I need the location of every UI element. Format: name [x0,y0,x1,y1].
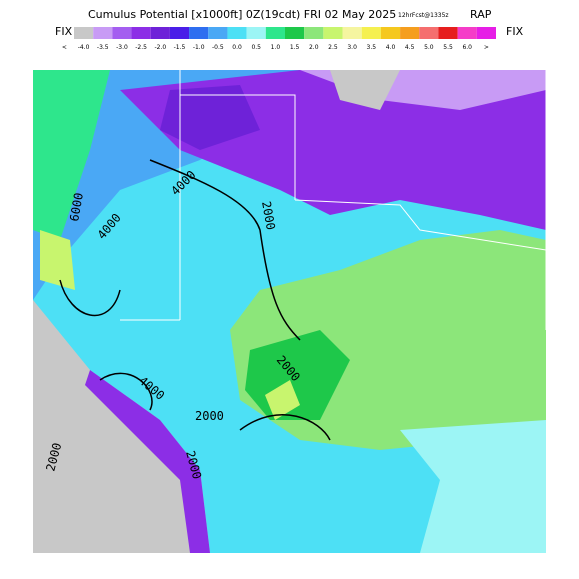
colorbar-label: 0.0 [232,44,242,51]
colorbar-label: -3.5 [97,44,109,51]
colorbar-swatch [438,27,458,39]
contours [59,159,331,441]
contour-label: 2000 [259,200,278,231]
map [33,70,547,553]
colorbar-label: -2.5 [135,44,147,51]
colorbar-label: -2.0 [154,44,166,51]
colorbar-label: 1.0 [271,44,281,51]
colorbar-swatch [380,27,401,39]
colorbar-label: 0.5 [251,44,261,51]
region-green-nw [33,70,110,240]
region-gray-north [330,70,400,110]
colorbar-label: 1.5 [290,44,300,51]
colorbar-label: 5.0 [424,44,434,51]
model-label: RAP [470,8,492,21]
colorbar-swatch [476,27,496,39]
colorbar-label: -4.0 [78,44,90,51]
contour-label: 6000 [67,192,86,223]
colorbar: < -4.0 -3.5 -3.0 -2.5 -2.0 -1.5 -1.0 -0.5 0.0 0.5 1… [62,27,496,51]
colorbar-swatch [131,27,151,39]
region-gray-sw [33,300,210,553]
colorbar-swatch [304,27,324,39]
colorbar-swatch [246,27,266,39]
fix-right: FIX [506,25,524,38]
colorbar-swatch [74,27,94,39]
region-purple-sw [85,370,210,553]
boundaries [120,70,547,330]
colorbar-label: -0.5 [212,44,224,51]
colorbar-swatch [93,27,113,39]
colorbar-swatch [285,27,305,39]
colorbar-swatch [361,27,381,39]
colorbar-swatch [189,27,209,39]
colorbar-swatch [208,27,228,39]
region-yellow-nw [40,230,75,290]
colorbar-label: 3.5 [367,44,377,51]
colorbar-swatch [169,27,190,39]
colorbar-label: 4.5 [405,44,415,51]
colorbar-label: -1.0 [193,44,205,51]
colorbar-label: 2.0 [309,44,319,51]
colorbar-swatch [457,27,477,39]
region-cyan-se [400,420,546,553]
colorbar-swatch [323,27,343,39]
forecast-label: 12hrFcst@1335z [398,12,449,19]
fix-left: FIX [55,25,73,38]
region-violet [160,85,260,150]
title: Cumulus Potential [x1000ft] 0Z(19cdt) FR… [88,8,396,21]
contour-label: 2000 [195,409,224,423]
colorbar-label: -1.5 [174,44,186,51]
colorbar-label: 3.0 [347,44,357,51]
colorbar-label: 2.5 [328,44,338,51]
region-yellow [265,380,300,420]
colorbar-label: 6.0 [462,44,472,51]
colorbar-label: -3.0 [116,44,128,51]
colorbar-swatch [150,27,170,39]
colorbar-swatch [342,27,362,39]
colorbar-label: > [484,44,489,51]
colorbar-label: 4.0 [386,44,396,51]
colorbar-swatch [400,27,420,39]
colorbar-swatch [265,27,285,39]
colorbar-label: 5.5 [443,44,453,51]
colorbar-swatch [112,27,132,39]
colorbar-swatch [227,27,247,39]
colorbar-label: < [62,44,67,51]
colorbar-swatch [419,27,439,39]
